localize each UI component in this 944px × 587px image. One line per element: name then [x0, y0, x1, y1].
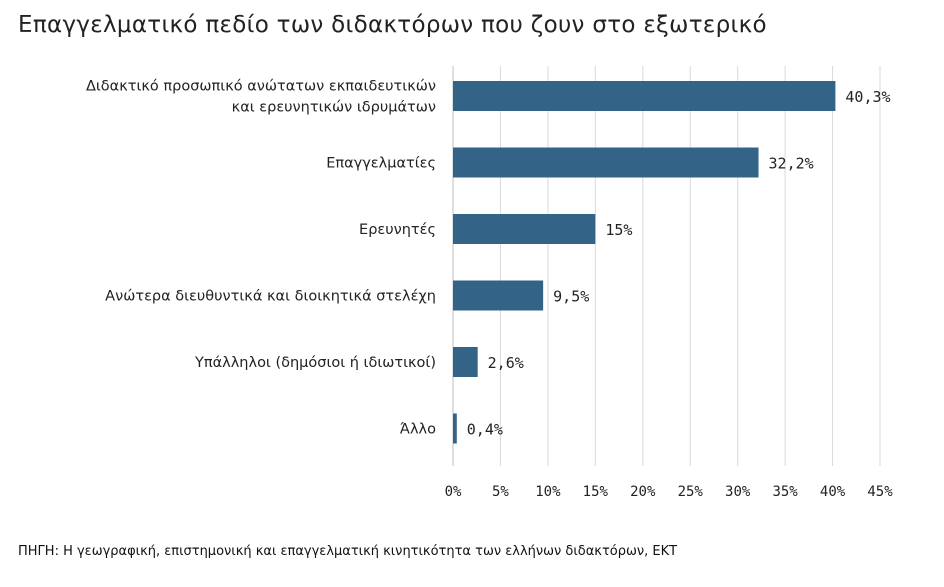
x-tick-label: 40%: [820, 484, 846, 500]
category-label: Διδακτικό προσωπικό ανώτατων εκπαιδευτικ…: [86, 79, 436, 95]
category-label: Υπάλληλοι (δημόσιοι ή ιδιωτικοί): [194, 355, 436, 371]
category-label: και ερευνητικών ιδρυμάτων: [232, 100, 436, 116]
source-note: ΠΗΓΗ: Η γεωγραφική, επιστημονική και επα…: [18, 544, 678, 559]
value-labels: 40,3% 32,2% 15% 9,5% 2,6% 0,4%: [467, 88, 891, 439]
x-tick-label: 45%: [867, 484, 893, 500]
value-label: 0,4%: [467, 421, 503, 439]
x-tick-label: 30%: [725, 484, 751, 500]
value-label: 40,3%: [845, 88, 890, 106]
x-tick-label: 25%: [678, 484, 704, 500]
x-tick-labels: 0% 5% 10% 15% 20% 25% 30% 35% 40% 45%: [445, 484, 894, 500]
gridlines: [499, 66, 881, 466]
chart-title: Επαγγελματικό πεδίο των διδακτόρων που ζ…: [18, 12, 767, 38]
bar: [453, 347, 478, 377]
bar: [453, 147, 759, 178]
category-label: Άλλο: [400, 422, 436, 438]
x-tick-label: 15%: [583, 484, 609, 500]
bar: [453, 214, 596, 244]
x-tick-label: 0%: [445, 484, 462, 500]
bar: [453, 280, 544, 311]
bar: [453, 413, 457, 444]
x-tick-label: 10%: [535, 484, 561, 500]
bars: [453, 81, 836, 444]
bar: [453, 81, 836, 111]
category-label: Επαγγελματίες: [326, 156, 436, 172]
value-label: 2,6%: [488, 354, 524, 372]
category-label: Ερευνητές: [359, 222, 436, 238]
x-tick-label: 5%: [492, 484, 509, 500]
bar-chart: Διδακτικό προσωπικό ανώτατων εκπαιδευτικ…: [86, 66, 894, 500]
x-tick-label: 20%: [630, 484, 656, 500]
x-tick-label: 35%: [772, 484, 798, 500]
category-labels: Διδακτικό προσωπικό ανώτατων εκπαιδευτικ…: [86, 79, 436, 438]
value-label: 32,2%: [769, 155, 814, 173]
value-label: 9,5%: [553, 288, 589, 306]
value-label: 15%: [605, 221, 632, 239]
category-label: Ανώτερα διευθυντικά και διοικητικά στελέ…: [105, 289, 436, 305]
